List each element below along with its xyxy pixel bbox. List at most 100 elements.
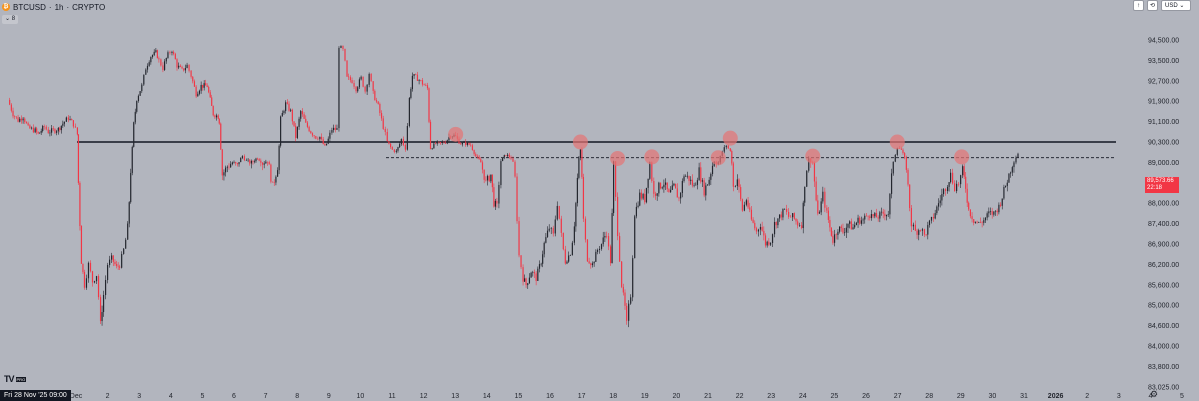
candle-body <box>857 217 859 223</box>
candle-body <box>900 148 902 150</box>
currency-select[interactable]: USD ⌄ <box>1161 0 1191 11</box>
candle-body <box>545 237 547 243</box>
candle-body <box>731 151 733 164</box>
candle-body <box>494 200 496 207</box>
candle-body <box>685 176 687 177</box>
candle-body <box>486 175 489 181</box>
candle-body <box>235 161 237 164</box>
time-tick-label: 15 <box>515 393 523 400</box>
indicators-toggle[interactable]: ⌄ 8 <box>2 15 19 24</box>
candle-body <box>277 170 279 177</box>
tradingview-logo[interactable]: TV PRO <box>4 374 27 384</box>
interval-label[interactable]: 1h <box>54 2 64 12</box>
candle-body <box>698 167 700 181</box>
symbol-name[interactable]: BTCUSD <box>13 2 46 12</box>
candle-body <box>444 143 447 144</box>
candle-body <box>240 157 242 163</box>
candle-body <box>366 84 368 92</box>
candle-body <box>978 222 980 223</box>
price-tick-label: 85,600.00 <box>1148 282 1179 289</box>
candle-body <box>693 185 695 186</box>
candle-body <box>628 303 630 321</box>
symbol-header[interactable]: ₿ BTCUSD · 1h · CRYPTO <box>0 0 105 14</box>
candle-body <box>446 140 448 144</box>
candle-body <box>131 146 133 173</box>
candle-body <box>148 62 150 66</box>
candle-body <box>889 193 891 215</box>
candle-body <box>927 225 929 235</box>
arrow-up-icon[interactable]: ↑ <box>1133 0 1144 11</box>
candle-body <box>983 220 985 223</box>
candle-body <box>214 115 216 118</box>
candle-body <box>364 86 366 92</box>
candle-body <box>431 148 433 150</box>
candle-body <box>475 154 477 157</box>
candle-body <box>190 70 192 77</box>
candle-body <box>960 175 962 185</box>
candle-body <box>573 226 575 243</box>
candle-body <box>184 68 186 71</box>
refresh-icon[interactable]: ⟲ <box>1147 0 1158 11</box>
candle-body <box>206 85 208 87</box>
candle-body <box>163 61 166 70</box>
candle-body <box>732 163 734 187</box>
candle-body <box>384 128 386 132</box>
candle-body <box>225 167 227 173</box>
candle-body <box>681 180 683 194</box>
candle-body <box>69 119 71 120</box>
candle-body <box>102 295 105 313</box>
candle-body <box>998 204 1000 213</box>
candle-body <box>390 143 392 147</box>
candle-body <box>458 138 460 144</box>
candle-body <box>306 122 309 127</box>
candle-body <box>535 273 537 281</box>
candle-body <box>729 148 731 152</box>
time-tick-label: 17 <box>578 393 586 400</box>
candle-body <box>156 50 158 59</box>
candle-body <box>241 156 243 158</box>
time-tick-label: 4 <box>1148 393 1152 400</box>
time-tick-label: 2 <box>106 393 110 400</box>
candle-body <box>736 179 738 187</box>
price-tick-label: 84,000.00 <box>1148 344 1179 351</box>
candle-body <box>586 239 589 262</box>
candle-body <box>60 125 62 131</box>
candle-body <box>95 276 98 282</box>
candle-body <box>65 117 67 122</box>
candle-body <box>611 213 613 264</box>
candle-body <box>949 172 952 183</box>
candle-body <box>637 205 639 207</box>
candle-body <box>193 81 196 87</box>
price-tick-label: 89,000.00 <box>1148 160 1179 167</box>
candle-body <box>230 164 232 168</box>
candle-body <box>984 217 987 221</box>
candle-body <box>438 141 440 143</box>
last-price-value: 89,573.66 <box>1147 178 1174 184</box>
candle-body <box>923 229 926 235</box>
candle-body <box>29 125 31 129</box>
candle-body <box>516 176 518 222</box>
candle-body <box>301 111 304 115</box>
candle-body <box>348 76 350 78</box>
candle-body <box>83 271 86 288</box>
candle-body <box>298 118 300 127</box>
candle-body <box>133 122 135 147</box>
touch-point-circle <box>889 134 905 150</box>
candle-body <box>416 74 419 81</box>
candle-body <box>916 230 918 235</box>
candle-body <box>690 179 692 181</box>
price-tick-label: 92,700.00 <box>1148 78 1179 85</box>
candle-body <box>173 51 175 54</box>
candle-body <box>218 118 220 124</box>
candle-body <box>854 224 856 228</box>
gear-icon[interactable]: ⚙ <box>1150 389 1159 399</box>
candle-body <box>261 162 264 165</box>
candle-body <box>579 149 582 159</box>
candle-body <box>226 166 228 168</box>
time-tick-label: 8 <box>295 393 299 400</box>
candle-body <box>784 208 786 210</box>
candle-body <box>525 278 527 286</box>
candle-body <box>493 187 495 207</box>
candle-body <box>840 226 842 229</box>
